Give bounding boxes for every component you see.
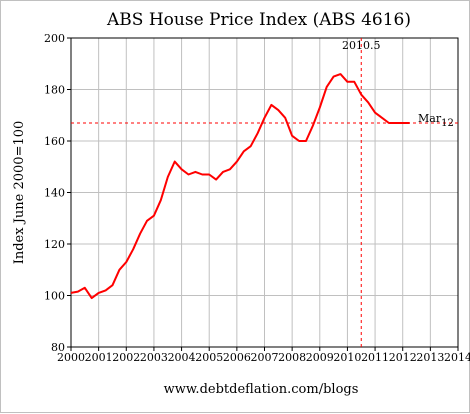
series-line: [70, 73, 410, 300]
grid: [70, 37, 459, 348]
x-tick-label: 2010: [333, 351, 361, 364]
x-tick-label: 2003: [140, 351, 168, 364]
x-tick-label: 2007: [251, 351, 279, 364]
x-tick-label: 2001: [85, 351, 113, 364]
x-tick-label: 2012: [389, 351, 417, 364]
x-tick-label: 2000: [57, 351, 85, 364]
y-tick-label: 140: [44, 187, 65, 200]
current-annotation: Mar12: [418, 112, 454, 129]
y-tick-label: 180: [44, 84, 65, 97]
x-tick-label: 2008: [278, 351, 306, 364]
y-tick-label: 120: [44, 238, 65, 251]
y-tick-label: 160: [44, 135, 65, 148]
y-axis-label: Index June 2000=100: [12, 121, 27, 265]
x-tick-label: 2013: [416, 351, 444, 364]
x-tick-label: 2002: [112, 351, 140, 364]
y-tick-label: 200: [44, 32, 65, 45]
chart-title: ABS House Price Index (ABS 4616): [106, 10, 411, 30]
current-annotation-year: 12: [441, 118, 454, 129]
source-url: www.debtdeflation.com/blogs: [164, 382, 359, 397]
x-tick-label: 2004: [168, 351, 196, 364]
y-tick-label: 100: [44, 290, 65, 303]
x-tick-label: 2005: [195, 351, 223, 364]
y-tick-label: 80: [51, 341, 65, 354]
x-tick-label: 2009: [306, 351, 334, 364]
peak-annotation: 2010.5: [342, 39, 381, 52]
reference-lines: [71, 38, 458, 347]
x-tick-label: 2011: [361, 351, 389, 364]
axis-ticks: 2000 2001 2002 2003 2004 2005 2006 2007 2008 2009…: [44, 32, 470, 364]
current-annotation-month: Mar: [418, 112, 442, 125]
x-tick-label: 2014: [444, 351, 470, 364]
x-tick-label: 2006: [223, 351, 251, 364]
